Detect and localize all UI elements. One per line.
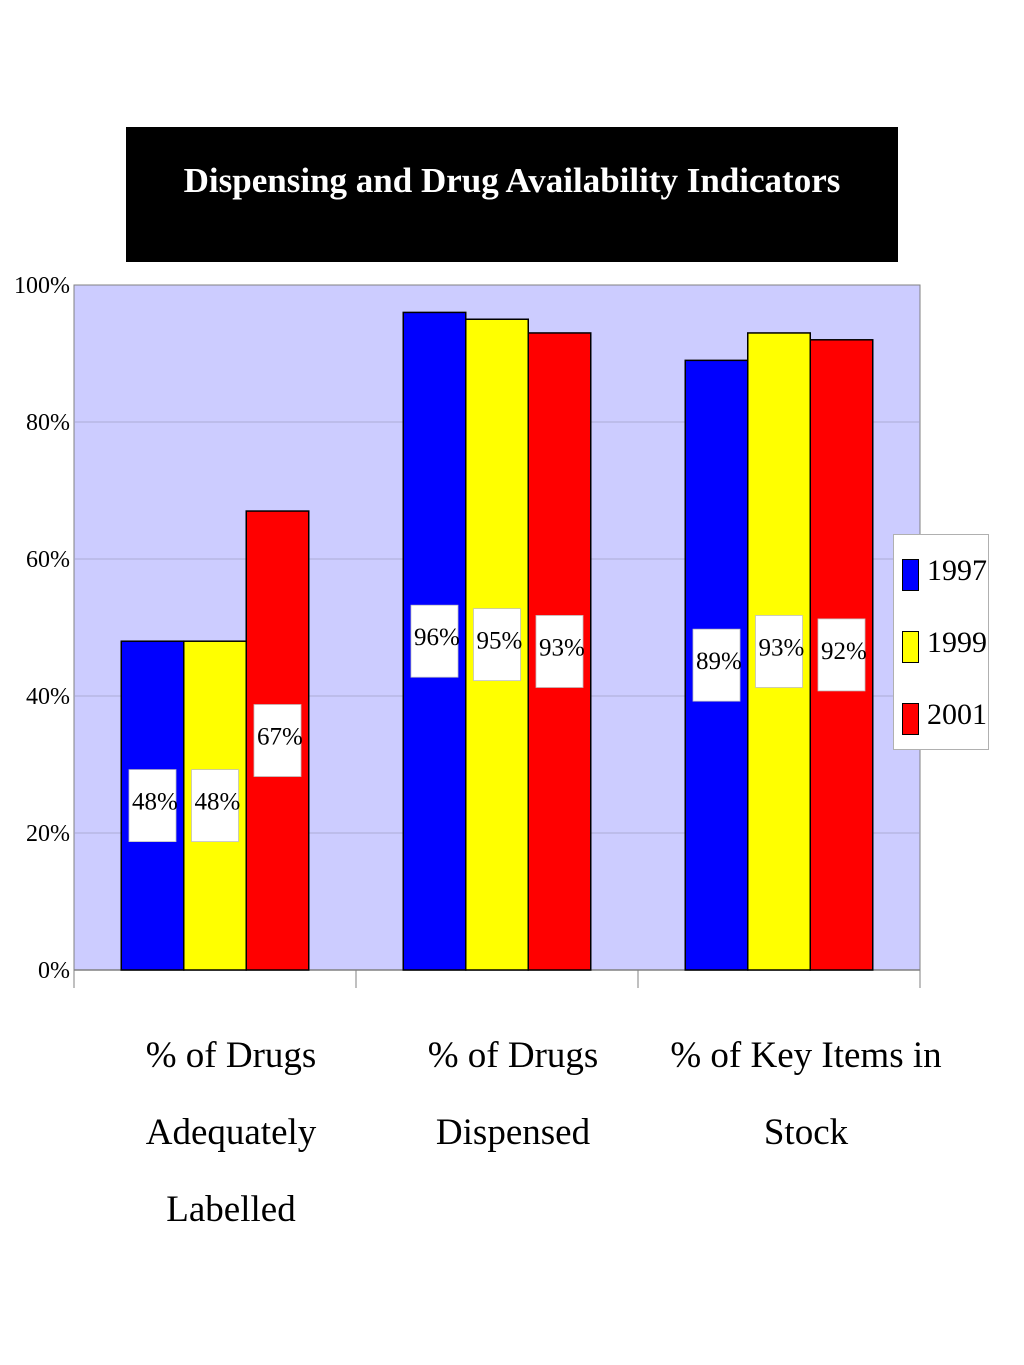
category-label-drugs-labelled: % of Drugs Adequately Labelled	[81, 1017, 381, 1248]
chart-title: Dispensing and Drug Availability Indicat…	[183, 161, 841, 200]
legend-label-1997: 1997	[927, 554, 987, 587]
y-tick-label: 80%	[26, 410, 70, 436]
category-label-line: Dispensed	[435, 1112, 591, 1153]
category-label-line: % of Key Items in	[670, 1035, 942, 1076]
legend-label-1999: 1999	[927, 626, 987, 659]
data-label: 96%	[414, 624, 460, 651]
y-tick-label: 40%	[26, 684, 70, 710]
data-label: 93%	[759, 634, 805, 661]
data-label: 93%	[539, 634, 585, 661]
data-label-box	[253, 704, 302, 777]
data-label: 89%	[696, 648, 742, 675]
category-label-line: Stock	[763, 1112, 849, 1153]
data-label-box	[410, 604, 459, 678]
data-label: 95%	[477, 628, 523, 655]
data-label-box	[128, 769, 177, 842]
data-label-box	[817, 618, 866, 692]
y-tick-label: 20%	[26, 821, 70, 847]
data-label: 48%	[195, 789, 241, 816]
y-tick-label: 0%	[38, 958, 70, 984]
category-label-drugs-dispensed: % of Drugs Dispensed	[363, 1017, 663, 1171]
legend: 1997 1999 2001	[893, 534, 989, 750]
category-label-line: % of Drugs	[427, 1035, 599, 1076]
data-label-box	[191, 769, 239, 842]
category-label-line: Adequately	[145, 1112, 317, 1153]
legend-swatch-1997	[902, 559, 919, 591]
legend-swatch-2001	[902, 703, 919, 735]
category-label-line: Labelled	[166, 1189, 296, 1230]
data-label-box	[535, 615, 584, 688]
y-tick-label: 100%	[14, 273, 70, 299]
chart-title-box: Dispensing and Drug Availability Indicat…	[126, 127, 898, 262]
category-label-line: % of Drugs	[145, 1035, 317, 1076]
data-label-box	[473, 608, 521, 682]
data-label-box	[755, 615, 803, 688]
legend-label-2001: 2001	[927, 698, 987, 731]
y-tick-label: 60%	[26, 547, 70, 573]
data-label: 67%	[257, 724, 303, 751]
data-label-box	[692, 628, 741, 702]
data-label: 48%	[132, 789, 178, 816]
legend-swatch-1999	[902, 631, 919, 663]
data-label: 92%	[821, 638, 867, 665]
category-label-key-items-stock: % of Key Items in Stock	[656, 1017, 956, 1171]
